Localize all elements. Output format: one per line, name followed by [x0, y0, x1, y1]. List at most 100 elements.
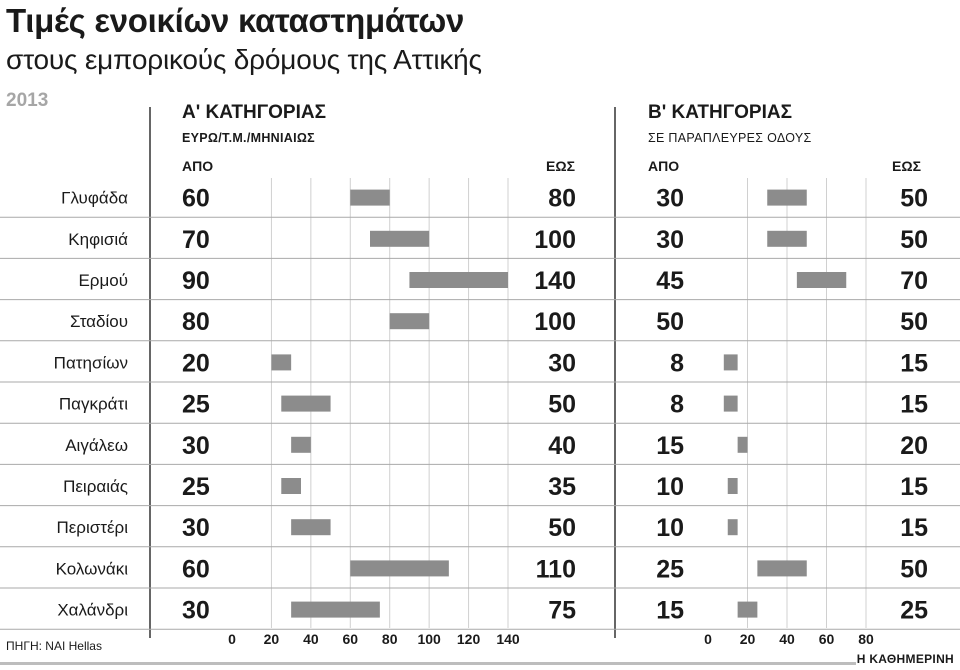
value-from-a: 25	[182, 391, 210, 419]
category-label: Αιγάλεω	[65, 436, 128, 455]
value-from-b: 15	[656, 597, 684, 625]
x-tick-label-b: 0	[704, 631, 712, 647]
x-tick-label-b: 80	[858, 631, 874, 647]
source-note: ΠΗΓΗ: NAI Hellas	[6, 639, 102, 653]
section-b-subtitle: ΣΕ ΠΑΡΑΠΛΕΥΡΕΣ ΟΔΟΥΣ	[648, 131, 812, 145]
value-from-b: 8	[670, 349, 684, 377]
value-from-a: 90	[182, 267, 210, 295]
value-to-b: 15	[900, 349, 928, 377]
category-label: Ερμού	[78, 271, 128, 290]
value-from-a: 25	[182, 473, 210, 501]
category-label: Πειραιάς	[63, 477, 128, 496]
value-to-a: 50	[548, 514, 576, 542]
category-label: Κολωνάκι	[56, 559, 129, 578]
value-from-a: 30	[182, 514, 210, 542]
value-to-a: 75	[548, 597, 576, 625]
value-from-b: 25	[656, 555, 684, 583]
category-label: Σταδίου	[70, 312, 128, 331]
range-bar-b	[737, 436, 748, 453]
value-to-b: 15	[900, 473, 928, 501]
section-a-unit: ΕΥΡΩ/Τ.Μ./ΜΗΝΙΑΙΩΣ	[182, 131, 315, 145]
category-label: Χαλάνδρι	[57, 601, 128, 620]
range-bar-a	[350, 560, 449, 577]
value-from-b: 15	[656, 432, 684, 460]
value-to-b: 15	[900, 514, 928, 542]
section-b-to-header: ΕΩΣ	[892, 158, 921, 174]
range-bar-b	[796, 272, 847, 288]
section-b-from-header: ΑΠΟ	[648, 158, 680, 174]
value-from-b: 45	[656, 267, 684, 295]
value-to-b: 25	[900, 597, 928, 625]
value-from-a: 70	[182, 226, 210, 254]
x-tick-label-b: 40	[779, 631, 795, 647]
value-to-b: 15	[900, 391, 928, 419]
category-label: Παγκράτι	[59, 395, 128, 414]
range-bar-b	[723, 354, 738, 371]
range-bar-a	[271, 354, 292, 371]
value-to-b: 70	[900, 267, 928, 295]
range-bar-b	[723, 395, 738, 412]
section-a-title: Α' ΚΑΤΗΓΟΡΙΑΣ	[182, 102, 326, 123]
footer-rule	[0, 662, 856, 665]
value-to-b: 50	[900, 308, 928, 336]
x-tick-label-b: 20	[740, 631, 756, 647]
range-bar-b	[757, 560, 807, 577]
category-label: Πατησίων	[54, 353, 128, 372]
value-from-a: 80	[182, 308, 210, 336]
x-tick-label-a: 100	[417, 631, 441, 647]
range-bar-a	[291, 601, 380, 618]
x-tick-label-a: 0	[228, 631, 236, 647]
range-bar-b	[727, 478, 738, 494]
publisher-logo: Η ΚΑΘΗΜΕΡΙΝΗ	[856, 652, 954, 666]
range-bar-a	[281, 395, 331, 412]
value-to-a: 100	[534, 226, 576, 254]
range-bar-a	[389, 313, 430, 330]
range-bar-a	[281, 478, 301, 494]
value-from-a: 30	[182, 597, 210, 625]
range-bar-a	[409, 272, 508, 288]
range-bar-b	[767, 230, 807, 247]
section-a-to-header: ΕΩΣ	[546, 158, 575, 174]
chart-subtitle: στους εμπορικούς δρόμους της Αττικής	[6, 44, 482, 75]
range-bar-a	[350, 189, 390, 206]
value-to-a: 110	[536, 555, 576, 583]
year-label: 2013	[6, 90, 49, 111]
value-from-a: 30	[182, 432, 210, 460]
x-tick-label-a: 80	[382, 631, 398, 647]
value-to-b: 50	[900, 185, 928, 213]
x-tick-label-a: 40	[303, 631, 319, 647]
x-tick-label-a: 140	[496, 631, 520, 647]
category-label: Περιστέρι	[56, 518, 128, 537]
value-from-b: 30	[656, 185, 684, 213]
range-bar-b	[727, 519, 738, 536]
x-tick-label-a: 60	[342, 631, 358, 647]
value-to-a: 100	[534, 308, 576, 336]
category-label: Κηφισιά	[68, 230, 128, 249]
x-tick-label-a: 20	[264, 631, 280, 647]
value-to-a: 40	[548, 432, 576, 460]
range-bar-a	[370, 230, 430, 247]
section-a-from-header: ΑΠΟ	[182, 158, 214, 174]
range-bar-b	[737, 601, 758, 618]
value-from-b: 10	[656, 514, 684, 542]
value-from-b: 8	[670, 391, 684, 419]
chart-title: Τιμές ενοικίων καταστημάτων	[6, 2, 465, 39]
value-to-b: 50	[900, 226, 928, 254]
value-to-a: 50	[548, 391, 576, 419]
range-bar-a	[291, 436, 311, 453]
value-to-a: 140	[534, 267, 576, 295]
value-to-a: 80	[548, 185, 576, 213]
value-to-a: 30	[548, 349, 576, 377]
value-from-a: 60	[182, 185, 210, 213]
value-from-a: 60	[182, 555, 210, 583]
value-to-a: 35	[548, 473, 576, 501]
value-from-b: 30	[656, 226, 684, 254]
category-label: Γλυφάδα	[61, 189, 128, 208]
value-to-b: 50	[900, 555, 928, 583]
value-from-a: 20	[182, 349, 210, 377]
range-bar-b	[767, 189, 807, 206]
x-tick-label-b: 60	[819, 631, 835, 647]
value-to-b: 20	[900, 432, 928, 460]
section-b-title: Β' ΚΑΤΗΓΟΡΙΑΣ	[648, 102, 792, 123]
